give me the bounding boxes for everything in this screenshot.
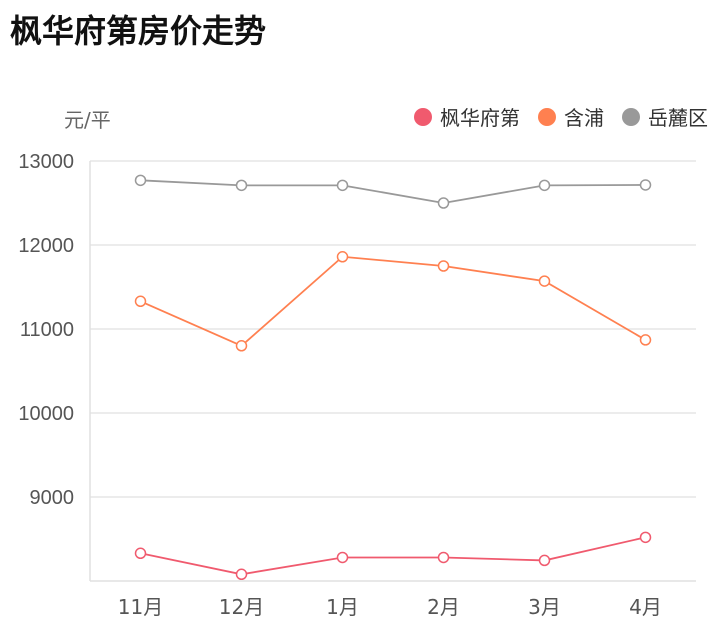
data-point-1-1: [235, 340, 248, 352]
y-axis-label: 元/平: [64, 108, 111, 132]
data-point-1-0: [134, 295, 147, 308]
legend-item-1[interactable]: 含浦: [538, 102, 604, 131]
x-tick-label: 2月: [427, 595, 460, 619]
data-point-2-1: [235, 179, 248, 192]
data-point-2-4: [538, 179, 551, 192]
data-point-0-3: [437, 551, 450, 564]
data-point-2-0: [134, 174, 147, 187]
legend-item-2[interactable]: 岳麓区: [622, 102, 708, 131]
legend-dot-icon: [538, 107, 556, 126]
data-point-0-0: [134, 547, 147, 560]
data-point-2-2: [336, 179, 349, 192]
data-point-2-3: [437, 197, 450, 209]
series-line-1: [140, 255, 646, 347]
data-point-0-1: [235, 568, 248, 581]
x-tick-label: 3月: [528, 595, 561, 619]
data-point-0-5: [639, 531, 652, 544]
legend-dot-icon: [622, 107, 640, 126]
series-line-0: [140, 536, 646, 576]
x-tick-label: 11月: [118, 595, 163, 619]
data-point-0-4: [538, 554, 551, 567]
y-tick-label: 12000: [18, 235, 74, 257]
legend: 枫华府第 含浦 岳麓区: [414, 102, 708, 131]
series-line-2: [140, 179, 646, 204]
y-tick-label: 10000: [18, 403, 74, 425]
data-point-1-4: [538, 275, 551, 287]
x-tick-label: 1月: [326, 595, 359, 619]
data-point-1-3: [437, 260, 450, 272]
legend-label: 岳麓区: [648, 106, 708, 130]
data-point-1-2: [336, 251, 349, 263]
y-tick-label: 13000: [18, 151, 74, 173]
data-point-2-5: [639, 179, 652, 191]
chart-title: 枫华府第房价走势: [10, 12, 267, 50]
legend-item-0[interactable]: 枫华府第: [414, 102, 520, 131]
legend-dot-icon: [414, 107, 432, 126]
x-tick-label: 4月: [629, 595, 662, 619]
x-tick-label: 12月: [219, 595, 264, 619]
legend-label: 枫华府第: [440, 106, 520, 130]
data-point-0-2: [336, 551, 349, 564]
y-tick-label: 11000: [20, 319, 74, 341]
data-point-1-5: [639, 334, 652, 346]
legend-label: 含浦: [564, 106, 604, 130]
y-tick-label: 9000: [30, 487, 75, 509]
